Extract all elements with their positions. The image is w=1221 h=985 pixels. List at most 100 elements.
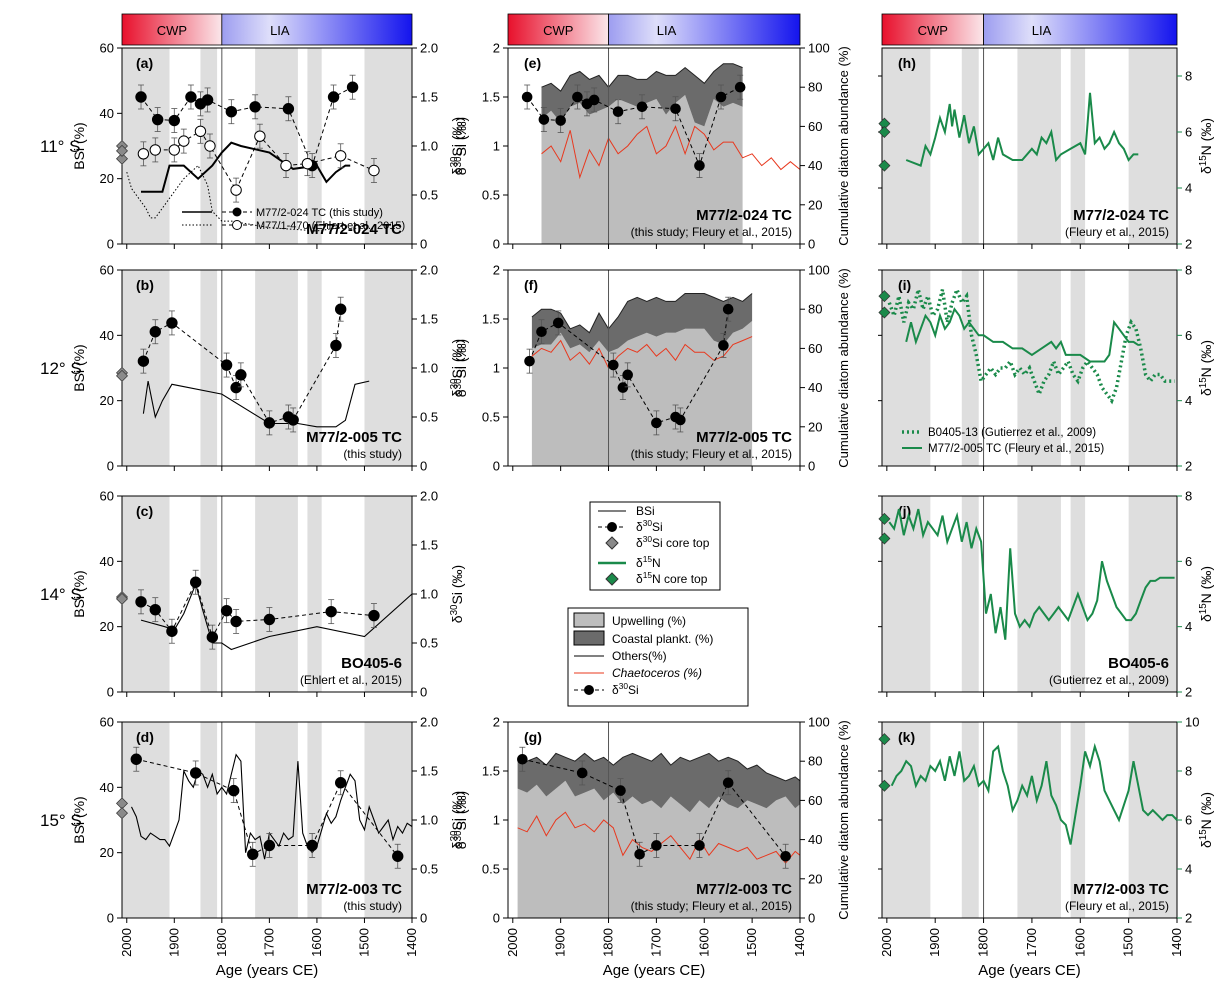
x-tick-label: 1500 <box>1121 928 1136 957</box>
x-axis-label: Age (years CE) <box>978 962 1081 979</box>
panel-a-right-tick-label: 0.5 <box>420 188 438 203</box>
panel-k-right-tick-label: 6 <box>1185 813 1192 828</box>
panel-d-right-tick-label: 2.0 <box>420 715 438 730</box>
panel-d-si-point <box>228 784 240 797</box>
panel-g-right-tick-label: 40 <box>808 832 822 847</box>
panel-f-source: (this study; Fleury et al., 2015) <box>631 447 792 461</box>
panel-f-si-point <box>675 414 686 426</box>
panel-j-core-top <box>878 532 891 545</box>
panel-b-shade-band <box>200 270 218 466</box>
panel-d-core-top <box>116 807 128 820</box>
legend-coast-text: Coastal plankt. (%) <box>612 632 713 646</box>
panel-k-core-top <box>878 733 891 746</box>
panel-e-si-point <box>555 115 566 126</box>
panel-b-bsi-line <box>142 380 370 428</box>
x-tick-label: 1900 <box>927 928 942 957</box>
panel-a-core-top <box>116 152 128 165</box>
panel-h-right-tick-label: 6 <box>1185 125 1192 140</box>
panel-a-shade-band <box>364 48 412 244</box>
panel-g-si-point <box>634 849 645 860</box>
panel-i-right-tick-label: 8 <box>1185 263 1192 278</box>
panel-a-si-point <box>151 113 164 126</box>
legend-i-text-1: B0405-13 (Gutierrez et al., 2009) <box>928 427 1096 439</box>
x-tick-label: 1800 <box>601 928 616 957</box>
panel-a-right-tick-label: 0 <box>420 237 427 252</box>
legend-coast-swatch <box>573 630 605 646</box>
lia-bar <box>983 13 1178 46</box>
panel-g-si-point <box>517 753 528 765</box>
panel-d-shade-band <box>200 722 218 918</box>
legend-upw-swatch <box>573 612 605 628</box>
panel-d-right-tick-label: 1.5 <box>420 764 438 779</box>
panel-k-source: (Fleury et al., 2015) <box>1065 899 1169 913</box>
panel-b-shade-band <box>307 270 322 466</box>
legend-i-text-2: M77/2-005 TC (Fleury et al., 2015) <box>928 443 1104 455</box>
panel-c-shade-band <box>200 496 218 692</box>
panel-g-si-point <box>722 777 734 789</box>
panel-g-si-point <box>615 785 626 796</box>
panel-e-right-tick-label: 0 <box>808 237 815 252</box>
panel-a-si-point <box>282 103 295 115</box>
y-axis-label-n: δ15N (‰) <box>1198 118 1215 174</box>
panel-a-bsi-line <box>141 141 351 193</box>
panel-k-right-tick-label: 10 <box>1185 715 1199 730</box>
panel-d-right-tick-label: 1.0 <box>420 813 438 828</box>
panel-d-source: (this study) <box>343 899 402 913</box>
panel-h-right-tick-label: 8 <box>1185 69 1192 84</box>
x-tick-label: 1400 <box>792 928 807 957</box>
legend-si-top-diamond <box>605 536 619 550</box>
panel-a-si-470-point <box>254 130 266 142</box>
panel-e-right-tick-label: 60 <box>808 119 822 134</box>
panel-h-core-top <box>878 159 891 172</box>
panel-e-si-point <box>636 101 648 113</box>
lia-bar <box>608 13 801 46</box>
panel-d-bsi-line <box>131 753 413 860</box>
panel-j-source: (Gutierrez et al., 2009) <box>1049 673 1169 687</box>
panel-g-right-tick-label: 100 <box>808 715 830 730</box>
panel-b-core-name: M77/2-005 TC <box>306 429 402 446</box>
panel-c-si-point <box>166 625 178 637</box>
panel-h-shade-band <box>1128 48 1177 244</box>
panel-c-si-point <box>189 576 202 588</box>
panel-j-shade-band <box>1017 496 1061 692</box>
panel-j-right-tick-label: 6 <box>1185 554 1192 569</box>
panel-c-right-tick-label: 1.0 <box>420 587 438 602</box>
panel-d-si-point <box>189 767 202 779</box>
panel-c-shade-band <box>307 496 322 692</box>
panel-k-shade-band <box>882 722 931 918</box>
panel-a-si-470-point <box>280 159 292 172</box>
panel-f-si-point <box>722 303 734 315</box>
panel-i-core-top <box>878 290 891 303</box>
panel-c-shade-band <box>122 496 170 692</box>
y-axis-label-si: δ30Si (‰) <box>453 117 470 175</box>
x-tick-label: 1700 <box>1024 928 1039 957</box>
panel-c-core-top <box>116 592 128 605</box>
panel-j-right-tick-label: 2 <box>1185 685 1192 700</box>
panel-c-left-tick-label: 40 <box>100 554 114 569</box>
panel-a-si-point <box>185 91 197 103</box>
panel-j-core-name: BO405-6 <box>1108 655 1169 672</box>
legend-n-top-diamond <box>605 572 619 586</box>
panel-e-si-point <box>572 91 583 103</box>
panel-c-si-line <box>140 580 375 639</box>
y-axis-label-si: δ30Si (‰) <box>449 117 466 175</box>
panel-f-si-point <box>651 417 662 429</box>
panel-a-si-470-point <box>137 148 150 160</box>
panel-f-si-point <box>617 382 629 393</box>
x-tick-label: 1900 <box>553 928 568 957</box>
x-tick-label: 1900 <box>166 928 181 957</box>
panel-g-label: (g) <box>524 729 542 745</box>
panel-d-shade-band <box>122 722 170 918</box>
legend-a-text-1: M77/2-024 TC (this study) <box>256 207 383 219</box>
lia-bar <box>221 13 413 46</box>
panel-f-right-tick-label: 100 <box>808 263 830 278</box>
cwp-bar <box>121 13 223 46</box>
panel-j-frame <box>881 495 1178 693</box>
panel-f-core-name: M77/2-005 TC <box>696 429 792 446</box>
panel-d-core-name: M77/2-003 TC <box>306 881 402 898</box>
panel-b-right-tick-label: 2.0 <box>420 263 438 278</box>
y-axis-label-n: δ15N (‰) <box>1198 566 1215 622</box>
panel-k-shade-band <box>1128 722 1177 918</box>
panel-f-coastal-area <box>531 293 753 353</box>
panel-d-si-point <box>130 753 142 765</box>
